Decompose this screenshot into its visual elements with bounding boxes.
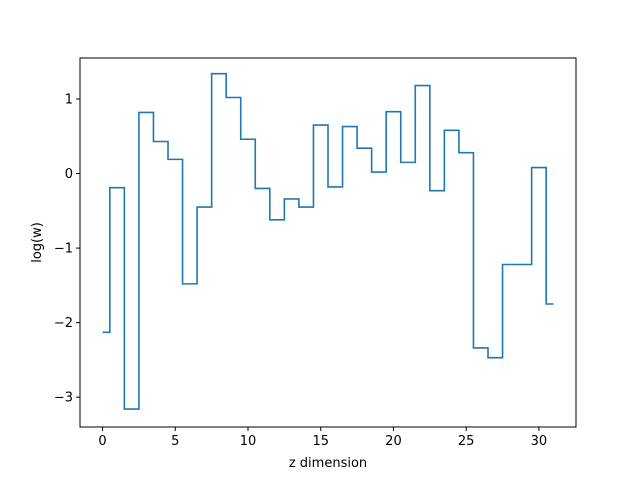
x-tick-label: 10 <box>240 434 257 449</box>
x-tick-label: 15 <box>312 434 329 449</box>
y-tick-label: 1 <box>65 93 73 108</box>
y-axis-label: log(w) <box>30 222 45 263</box>
y-tick-label: 0 <box>65 167 73 182</box>
x-tick-label: 25 <box>458 434 475 449</box>
y-tick-label: −3 <box>54 391 73 406</box>
x-tick-label: 5 <box>171 434 179 449</box>
y-tick-label: −1 <box>54 242 73 257</box>
x-tick-label: 30 <box>531 434 548 449</box>
x-tick-label: 0 <box>98 434 106 449</box>
x-tick-label: 20 <box>385 434 402 449</box>
y-tick-label: −2 <box>54 316 73 331</box>
x-axis-label: z dimension <box>289 456 367 471</box>
